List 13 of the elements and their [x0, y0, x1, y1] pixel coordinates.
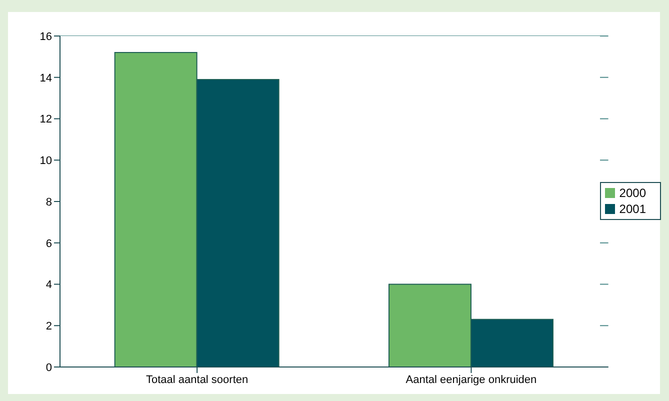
legend-label: 2000 [619, 186, 646, 200]
y-tick-label: 2 [46, 320, 52, 333]
legend-label: 2001 [619, 202, 646, 216]
y-tick-label: 14 [40, 72, 52, 84]
x-tick-label: Totaal aantal soorten [146, 374, 248, 386]
y-tick-label: 10 [40, 155, 52, 168]
y-tick-label: 6 [46, 238, 52, 250]
y-tick-label: 16 [40, 30, 52, 43]
x-tick-label: Aantal eenjarige onkruiden [406, 374, 537, 386]
y-tick-label: 0 [46, 362, 52, 374]
y-tick-label: 8 [46, 196, 52, 208]
y-tick-label: 4 [46, 279, 52, 292]
y-tick-label: 12 [40, 114, 52, 126]
